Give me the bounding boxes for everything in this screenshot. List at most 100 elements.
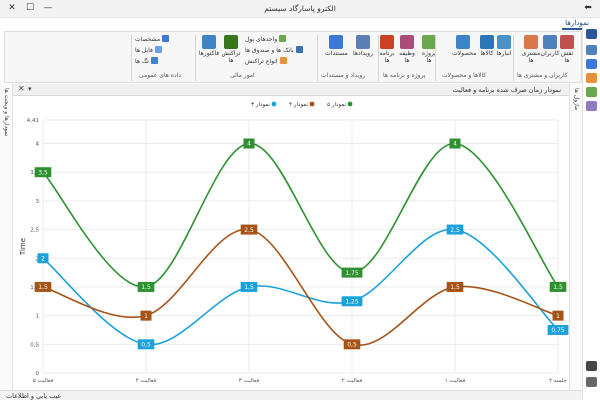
data-point-marker (137, 339, 155, 350)
ribbon-button-3[interactable]: انبارها (493, 35, 515, 57)
exit-icon[interactable] (586, 361, 597, 371)
logout-icon[interactable] (586, 377, 597, 387)
data-point-marker (240, 281, 258, 292)
data-label-0-3[interactable]: 1,25 (341, 296, 363, 307)
ribbon-small-label: واحدهای پول (245, 36, 278, 43)
y-tick-label: 4,41 (27, 118, 39, 124)
data-label-1-5[interactable]: 1 (552, 310, 564, 321)
chart-module-icon[interactable] (586, 87, 597, 97)
legend-item-1[interactable]: نمودار ۴ (289, 101, 315, 108)
report-module-icon[interactable] (586, 101, 597, 111)
series-line-0 (42, 228, 559, 346)
data-point-value: 1 (144, 313, 148, 320)
ribbon-button-label: تراکنش ها (221, 50, 241, 64)
ribbon-small-button-3[interactable]: مشخصات (135, 35, 170, 43)
ribbon-button-4[interactable]: کالاها (476, 35, 498, 57)
ribbon-button-label: پروژه ها (422, 50, 436, 64)
ribbon-small-label: انواع تراکنش (245, 58, 278, 65)
ribbon-button-11[interactable]: تراکنش ها (220, 35, 242, 64)
ribbon-button-8[interactable]: برنامه ها (376, 35, 398, 64)
warehouse-icon (497, 35, 511, 49)
data-point-marker (240, 224, 258, 235)
menu-icon[interactable] (586, 29, 597, 39)
right-collapsed-panel[interactable]: ماژول ها (569, 84, 582, 390)
ribbon-group-label: کالاها و محصولات (442, 72, 487, 79)
ribbon-button-10[interactable]: مستندات (325, 35, 348, 57)
products-icon (456, 35, 470, 49)
ribbon-small-button-4[interactable]: فایل ها (135, 46, 162, 54)
ribbon-button-label: محصولات (452, 50, 477, 57)
ribbon-button-label: رویدادها (353, 50, 373, 57)
ribbon-button-7[interactable]: وظیفه ها (396, 35, 418, 64)
document-header: ✕ ▾ نمودار زمان صرف شده برنامه و فعالیت (13, 84, 569, 96)
data-point-marker (446, 224, 464, 235)
ribbon-button-5[interactable]: محصولات (452, 35, 477, 57)
ribbon-button-label: نقش ها (560, 50, 574, 64)
ribbon-group-label: کاربران و مشتری ها (517, 72, 568, 79)
data-point-value: 0,5 (347, 342, 357, 349)
ribbon-small-button-2[interactable]: انواع تراکنش (245, 57, 287, 65)
data-label-0-1[interactable]: 0,5 (137, 339, 155, 350)
maximize-window-button[interactable]: ☐ (25, 3, 35, 13)
data-label-1-3[interactable]: 0,5 (343, 339, 361, 350)
data-point-value: 2,5 (244, 227, 254, 234)
ribbon-button-12[interactable]: فاکتورها (198, 35, 220, 57)
ribbon-group-separator (513, 35, 514, 81)
left-collapsed-panel[interactable]: نمودارها و ویجت ها (0, 84, 13, 390)
data-label-0-5[interactable]: 0,75 (547, 324, 569, 335)
data-label-2-2[interactable]: 4 (243, 138, 255, 149)
data-label-2-3[interactable]: 1,75 (341, 267, 363, 278)
data-label-0-2[interactable]: 1,5 (240, 281, 258, 292)
data-point-value: 1,5 (141, 284, 151, 291)
data-point-value: 1 (556, 313, 560, 320)
data-point-value: 1,75 (345, 270, 359, 277)
data-point-value: 0,5 (141, 342, 151, 349)
legend-label: نمودار ۴ (289, 102, 308, 108)
layers-icon[interactable] (586, 73, 597, 83)
minimize-window-button[interactable]: — (43, 3, 53, 13)
data-point-value: 1,5 (244, 284, 254, 291)
ribbon-small-button-0[interactable]: واحدهای پول (245, 35, 287, 43)
data-label-1-0[interactable]: 1,5 (34, 281, 52, 292)
ribbon-button-label: مشتری ها (521, 50, 541, 64)
ribbon-small-label: مشخصات (135, 36, 161, 43)
ribbon-small-label: تگ ها (135, 58, 149, 65)
server-icon[interactable] (586, 59, 597, 69)
ribbon-small-button-1[interactable]: بانک ها و صندوق ها (245, 46, 303, 54)
ribbon-button-label: کالاها (480, 50, 494, 57)
data-point-marker (449, 138, 461, 149)
document-menu-icon[interactable]: ▾ (28, 85, 32, 93)
chart-panel: 0 0,5 1 1,5 2 2,5 3 3,5 4 4,41 فعالیت ۵ فعالیت ۴ فعا… (13, 96, 569, 390)
data-label-2-1[interactable]: 1,5 (137, 281, 155, 292)
ribbon-button-9[interactable]: رویدادها (352, 35, 374, 57)
data-label-1-2[interactable]: 2,5 (240, 224, 258, 235)
data-label-2-5[interactable]: 1,5 (549, 281, 567, 292)
close-window-button[interactable]: ✕ (8, 3, 16, 13)
ribbon-small-label: فایل ها (135, 47, 153, 54)
back-icon[interactable]: ⬅ (584, 3, 592, 13)
calendar-icon (356, 35, 370, 49)
ribbon-button-6[interactable]: پروژه ها (418, 35, 440, 64)
data-label-2-4[interactable]: 4 (449, 138, 461, 149)
data-label-1-1[interactable]: 1 (140, 310, 152, 321)
data-label-0-4[interactable]: 2,5 (446, 224, 464, 235)
legend-item-2[interactable]: نمودار ۵ (327, 101, 353, 108)
ribbon-button-0[interactable]: نقش ها (556, 35, 578, 64)
ribbon-button-1[interactable]: کاربران (539, 35, 561, 57)
ribbon-small-button-5[interactable]: تگ ها (135, 57, 158, 65)
data-label-0-0[interactable]: 2 (37, 253, 49, 264)
data-label-2-0[interactable]: 3,5 (34, 167, 52, 178)
ribbon-group-separator (131, 35, 132, 81)
database-icon[interactable] (586, 45, 597, 55)
close-document-icon[interactable]: ✕ (18, 84, 25, 93)
y-axis-title: Time (19, 238, 27, 256)
ribbon-button-2[interactable]: مشتری ها (520, 35, 542, 64)
ribbon-small-label: بانک ها و صندوق ها (245, 47, 294, 54)
invoices-icon (202, 35, 216, 49)
tab-charts[interactable]: نمودارها (562, 19, 592, 30)
data-label-1-4[interactable]: 1,5 (446, 281, 464, 292)
ribbon-group-label: پروژه و برنامه ها (383, 72, 426, 79)
schedule-icon (380, 35, 394, 49)
left-panel-label: نمودارها و ویجت ها (3, 88, 10, 137)
legend-item-0[interactable]: نمودار ۳ (251, 101, 277, 108)
